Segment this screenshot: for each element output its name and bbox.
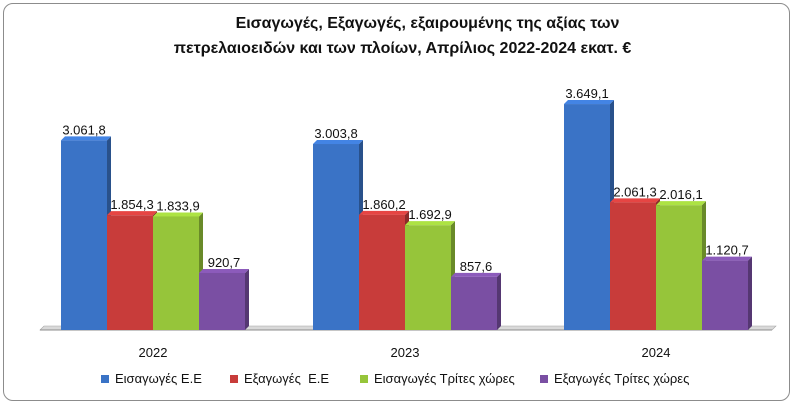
bar-2024-series-0 (564, 100, 614, 330)
bar-2022-series-2 (153, 212, 203, 330)
data-label-2023-series-3: 857,6 (460, 259, 493, 274)
chart-title-line2: πετρελαιοειδών και των πλοίων, Απρίλιος … (173, 40, 632, 57)
bar-2024-series-2 (656, 201, 706, 330)
legend-label: Εξαγωγές Τρίτες χώρες (554, 371, 690, 386)
bar-2022-series-3 (199, 268, 249, 330)
bar-2023-series-3 (451, 272, 501, 330)
legend-item-3: Εξαγωγές Τρίτες χώρες (540, 371, 689, 386)
legend-swatch (101, 374, 109, 383)
data-label-2023-series-1: 1.860,2 (362, 197, 405, 212)
data-label-2022-series-2: 1.833,9 (156, 198, 199, 213)
bar-2024-series-1 (610, 198, 660, 330)
data-label-2024-series-0: 3.649,1 (565, 86, 608, 101)
data-label-2023-series-2: 1.692,9 (408, 207, 451, 222)
data-label-2024-series-3: 1.120,7 (705, 243, 748, 258)
x-tick-label-2023: 2023 (391, 345, 420, 360)
data-label-2024-series-1: 2.061,3 (613, 184, 656, 199)
legend-swatch (540, 374, 548, 383)
bar-2022-series-0 (61, 136, 111, 330)
chart-title-line1: Εισαγωγές, Εξαγωγές, εξαιρουμένης της αξ… (235, 15, 620, 32)
data-label-2022-series-1: 1.854,3 (110, 197, 153, 212)
legend-label: Εξαγωγές Ε.Ε (244, 371, 330, 386)
data-label-2023-series-0: 3.003,8 (314, 126, 357, 141)
bar-2024-series-3 (702, 256, 752, 330)
chart-legend: Εισαγωγές Ε.Ε Εξαγωγές Ε.Ε Εισαγωγές Τρίτε… (0, 371, 795, 391)
data-label-2022-series-0: 3.061,8 (62, 122, 105, 137)
data-label-2024-series-2: 2.016,1 (659, 187, 702, 202)
x-tick-label-2024: 2024 (642, 345, 671, 360)
data-label-2022-series-3: 920,7 (208, 255, 241, 270)
legend-item-0: Εισαγωγές Ε.Ε (101, 371, 202, 386)
bar-2023-series-2 (405, 221, 455, 330)
legend-label: Εισαγωγές Τρίτες χώρες (374, 371, 515, 386)
legend-item-2: Εισαγωγές Τρίτες χώρες (360, 371, 515, 386)
legend-label: Εισαγωγές Ε.Ε (115, 371, 202, 386)
bar-2023-series-0 (313, 140, 363, 330)
legend-item-1: Εξαγωγές Ε.Ε (230, 371, 329, 386)
legend-swatch (230, 374, 238, 383)
bar-2022-series-1 (107, 211, 157, 330)
legend-swatch (360, 374, 368, 383)
bar-2023-series-1 (359, 210, 409, 330)
x-tick-label-2022: 2022 (139, 345, 168, 360)
